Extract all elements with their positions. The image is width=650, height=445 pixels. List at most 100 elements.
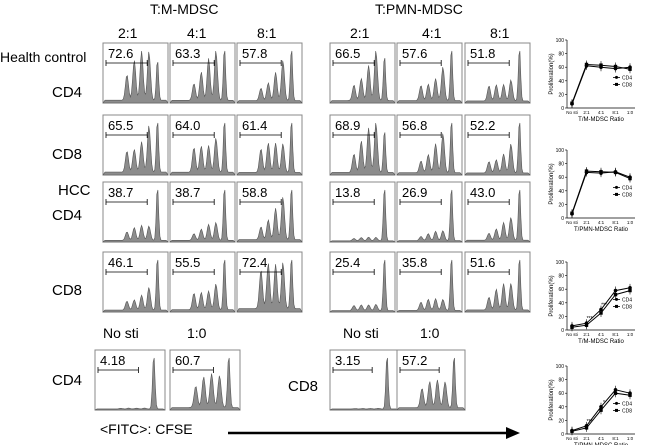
chart0-series-1-point-2 [599,63,603,67]
chart3-ytick-label-3: 60 [558,391,564,397]
hist-p-r0-c2-histogram [464,50,531,104]
hist-bottom-cd8-0-histogram [329,357,399,411]
chart0-xtick-label-2: 4:1 [598,110,605,115]
chart0-series-1-point-0 [570,101,574,105]
chart0-series-1-point-1 [584,62,589,67]
hist-p-r2-c2-value: 43.0 [470,185,495,200]
chart3-xtick-label-3: 8:1 [612,436,619,441]
chart3-series-1-point-1 [584,426,589,430]
chart1-ytick-label-5: 100 [556,148,565,154]
hist-m-r1-c0-histogram [102,122,169,176]
chart3-ylabel: Proliferation(%) [549,379,555,420]
chart1-legend-marker-1 [615,192,618,196]
chart1-ytick-label-4: 80 [558,162,564,168]
chart3-xtick-label-4: 1:0 [627,436,634,441]
chart0-ylabel: Proliferation(%) [549,53,555,94]
chart1-legend-text-1: CD8 [622,192,632,198]
col-m-8-1: 8:1 [257,25,277,41]
chart1-ytick-label-3: 60 [558,175,564,181]
col-m-2-1: 2:1 [118,25,138,41]
chart3-ytick-label-1: 20 [558,418,564,424]
chart2-ytick-label-0: 0 [561,328,564,334]
chart0-legend-text-0: CD4 [622,75,632,81]
hist-m-r2-c0-value: 38.7 [108,185,133,200]
chart2-ylabel: Proliferation(%) [549,275,555,316]
chart1-series-1-point-0 [570,211,574,215]
chart1-legend-text-0: CD4 [622,185,632,191]
hist-p-r3-c2-histogram [464,259,531,313]
hist-m-r1-c2-histogram [236,122,303,176]
chart3-ytick-label-0: 0 [561,432,564,438]
hist-m-r1-c2-value: 61.4 [242,118,267,133]
hist-m-r0-c1-histogram [169,50,236,104]
chart0-ytick-label-5: 100 [556,38,565,44]
hist-bottom-cd8-1-histogram [396,357,466,411]
chart3-ytick-label-2: 40 [558,405,564,411]
hist-m-r1-c1-value: 64.0 [175,118,200,133]
chart0-xtick-label-3: 8:1 [612,110,619,115]
col-p-4-1: 4:1 [422,25,442,41]
header-pmn-mdsc: T:PMN-MDSC [375,1,463,17]
chart2-ytick-label-4: 80 [558,274,564,280]
chart2-xtick-label-1: 2:1 [583,332,590,337]
chart2-series-1-point-3 [613,292,618,297]
hist-p-r0-c2-value: 51.8 [470,46,495,61]
col-m-4-1: 4:1 [187,25,207,41]
chart3-ytick-label-4: 80 [558,378,564,384]
hist-p-r3-c1-value: 35.8 [402,255,427,270]
chart0-legend-marker-0 [615,75,618,79]
chart2-annotation-1: *** [601,303,607,309]
chart3-series-1-point-2 [599,408,603,412]
hist-m-r0-c1-value: 63.3 [175,46,200,61]
col-no-sti-left: No sti [103,325,139,341]
row-label-health-control: Health control [0,49,87,65]
hist-m-r3-c1-value: 55.5 [175,255,200,270]
row-label-cd4-health: CD4 [52,84,83,101]
hist-p-r3-c2-value: 51.6 [470,255,495,270]
hist-m-r0-c0-histogram [102,50,169,104]
col-p-8-1: 8:1 [490,25,510,41]
chart3-series-1-point-0 [570,429,574,433]
chart2-xtick-label-2: 4:1 [598,332,605,337]
row-label-cd4-hcc: CD4 [52,207,83,224]
hist-p-r1-c2-value: 52.2 [470,118,495,133]
chart3-annotation-1: * [603,400,605,406]
chart2-xtick-label-4: 1:0 [627,332,634,337]
chart0-xtick-label-4: 1:0 [627,110,634,115]
chart1-ytick-label-2: 40 [558,189,564,195]
row-label-hcc: HCC [58,182,91,199]
chart2-series-1-point-2 [599,311,603,315]
chart1-series-1-point-2 [599,170,603,174]
chart1-xtick-label-0: No sti [566,220,578,225]
chart2-xlabel: T/M-MDSC Ratio [578,339,624,345]
hist-p-r0-c0-value: 66.5 [335,46,360,61]
chart2-xtick-label-3: 8:1 [612,332,619,337]
hist-bottom-cd4-1-value: 60.7 [175,353,200,368]
chart0-ytick-label-2: 40 [558,79,564,85]
hist-m-r2-c2-histogram [236,189,303,243]
chart0-series-1-point-3 [613,64,618,69]
hist-m-r3-c0-histogram [102,259,169,313]
chart3-legend-text-1: CD8 [622,408,632,414]
chart1-ytick-label-1: 20 [558,202,564,208]
hist-m-r2-c0-histogram [102,189,169,243]
hist-m-r1-c0-value: 65.5 [108,118,133,133]
hist-m-r1-c1-histogram [169,122,236,176]
row-label-cd8-bottom: CD8 [288,378,319,395]
hist-bottom-cd4-0-value: 4.18 [100,353,125,368]
hist-m-r0-c2-value: 57.8 [242,46,267,61]
chart3-xtick-label-1: 2:1 [583,436,590,441]
cfse-arrow-head [506,427,520,439]
chart0-ytick-label-4: 80 [558,52,564,58]
hist-p-r2-c1-value: 26.9 [402,185,427,200]
hist-p-r2-c0-value: 13.8 [335,185,360,200]
chart1-xtick-label-2: 4:1 [598,220,605,225]
chart1-series-1-point-4 [628,176,632,181]
col-p-2-1: 2:1 [350,25,370,41]
chart0-ytick-label-0: 0 [561,106,564,112]
chart2-legend-text-0: CD4 [622,297,632,303]
hist-m-r2-c1-value: 38.7 [175,185,200,200]
col-no-sti-right: No sti [343,325,379,341]
hist-p-r0-c1-histogram [396,50,463,104]
